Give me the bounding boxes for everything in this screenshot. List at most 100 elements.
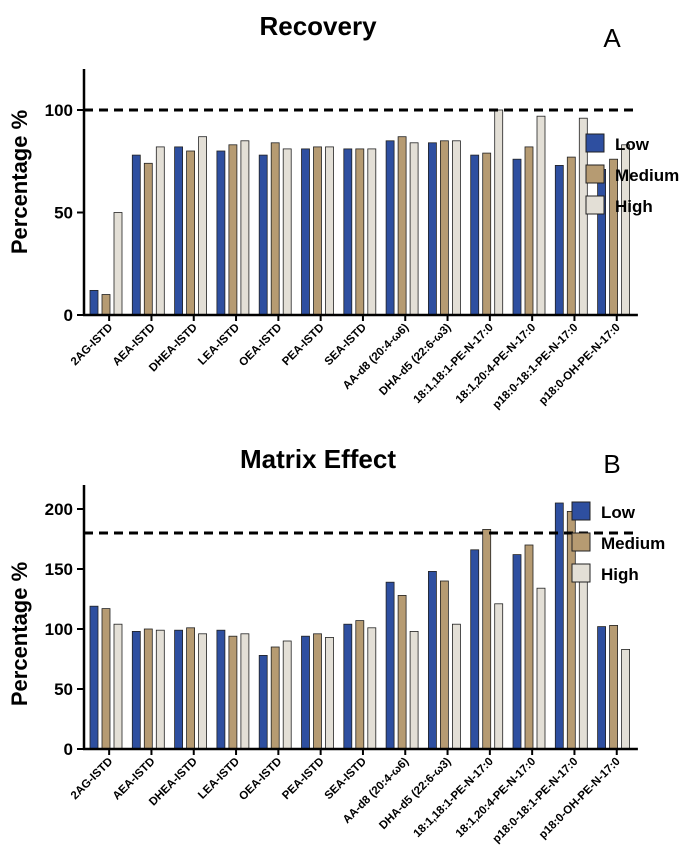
bar [198, 633, 208, 750]
bar [409, 631, 419, 750]
bar [597, 626, 606, 750]
legend-label: Low [615, 135, 650, 154]
x-tick-label: 18:1,20:4-PE-N-17:0 [454, 756, 538, 840]
bar [313, 146, 322, 316]
bar [101, 608, 111, 750]
bar [566, 156, 576, 316]
bar [367, 148, 377, 316]
x-tick-label: p18:0-OH-PE-N-17:0 [537, 756, 623, 842]
chart-title: Matrix Effect [240, 444, 396, 474]
legend-label: High [601, 565, 639, 584]
legend-swatch [585, 164, 605, 184]
y-tick-label: 0 [64, 740, 73, 759]
bar [155, 146, 165, 316]
legend-swatch [571, 532, 591, 552]
bar [409, 142, 419, 316]
bar [621, 649, 630, 750]
x-tick-label: p18:0-OH-PE-N-17:0 [537, 322, 623, 408]
y-tick-label: 50 [54, 680, 73, 699]
bar [355, 620, 365, 750]
bar [270, 646, 280, 750]
bar [536, 115, 546, 316]
legend-swatch [585, 195, 605, 215]
bar [143, 628, 153, 750]
bar [494, 603, 504, 750]
bar [228, 144, 238, 316]
bar [216, 629, 226, 750]
panel-label: A [603, 23, 621, 53]
x-tick-label: LEA-ISTD [196, 322, 242, 368]
bar [524, 544, 534, 750]
chart-title: Recovery [259, 11, 377, 41]
legend-label: Low [601, 503, 636, 522]
bar [554, 164, 564, 316]
x-tick-label: 18:1,20:4-PE-N-17:0 [454, 322, 538, 406]
bar [597, 168, 606, 316]
bar [131, 631, 141, 750]
bar [228, 635, 238, 750]
bar [536, 587, 546, 750]
x-tick-label: 2AG-ISTD [69, 756, 115, 802]
bar [89, 289, 99, 316]
bar [186, 627, 196, 750]
x-tick-label: OEA-ISTD [237, 756, 284, 803]
bar [512, 554, 522, 750]
x-tick-label: p18:0-18:1-PE-N-17:0 [491, 322, 581, 412]
bar [355, 148, 365, 316]
y-axis-label: Percentage % [7, 110, 32, 254]
bar [343, 623, 353, 750]
bar [439, 580, 449, 750]
bar [325, 146, 334, 316]
recovery-chart: Recovery A Percentage % 0501002AG-ISTDAE… [7, 11, 679, 411]
legend-swatch [571, 563, 591, 583]
bar [439, 140, 449, 316]
panel-label: B [603, 449, 620, 479]
bar [131, 154, 141, 316]
y-axis-label: Percentage % [7, 562, 32, 706]
bar [282, 148, 292, 316]
x-tick-label: OEA-ISTD [237, 322, 284, 369]
legend-label: High [615, 197, 653, 216]
bar [609, 625, 618, 750]
y-tick-label: 0 [64, 306, 73, 325]
bar [554, 502, 564, 750]
bar [174, 629, 184, 750]
bar [301, 148, 310, 316]
y-tick-label: 100 [45, 620, 73, 639]
bar [512, 158, 522, 316]
bar [258, 655, 268, 750]
bar [578, 574, 588, 750]
bar [89, 605, 99, 750]
bar [186, 150, 196, 316]
x-tick-label: p18:0-18:1-PE-N-17:0 [491, 756, 581, 846]
matrix-effect-chart: Matrix Effect B Percentage % 0 50 100 150 20… [7, 444, 665, 845]
bar [198, 136, 208, 316]
bar [258, 154, 268, 316]
y-tick-label: 100 [45, 101, 73, 120]
bar [216, 150, 226, 316]
bar [482, 152, 492, 316]
bar [397, 136, 407, 316]
bar [367, 627, 377, 750]
x-tick-label: 18:1,18:1-PE-N-17:0 [411, 756, 495, 840]
legend-label: Medium [615, 166, 679, 185]
bar [113, 212, 123, 316]
bar [451, 140, 461, 316]
bar [155, 629, 165, 750]
bar [143, 162, 153, 316]
bar [385, 581, 395, 750]
bar [270, 142, 280, 316]
x-tick-label: LEA-ISTD [196, 756, 242, 802]
x-tick-label: PEA-ISTD [280, 322, 326, 368]
bar [313, 633, 322, 750]
bar [282, 640, 292, 750]
bar [427, 142, 437, 316]
x-tick-label: DHA-d5 (22:6-ω3) [377, 756, 453, 832]
y-tick-label: 150 [45, 560, 73, 579]
bar [240, 633, 250, 750]
bar [397, 595, 407, 750]
bar [470, 154, 480, 316]
bar [240, 140, 250, 316]
x-tick-label: 2AG-ISTD [69, 322, 115, 368]
